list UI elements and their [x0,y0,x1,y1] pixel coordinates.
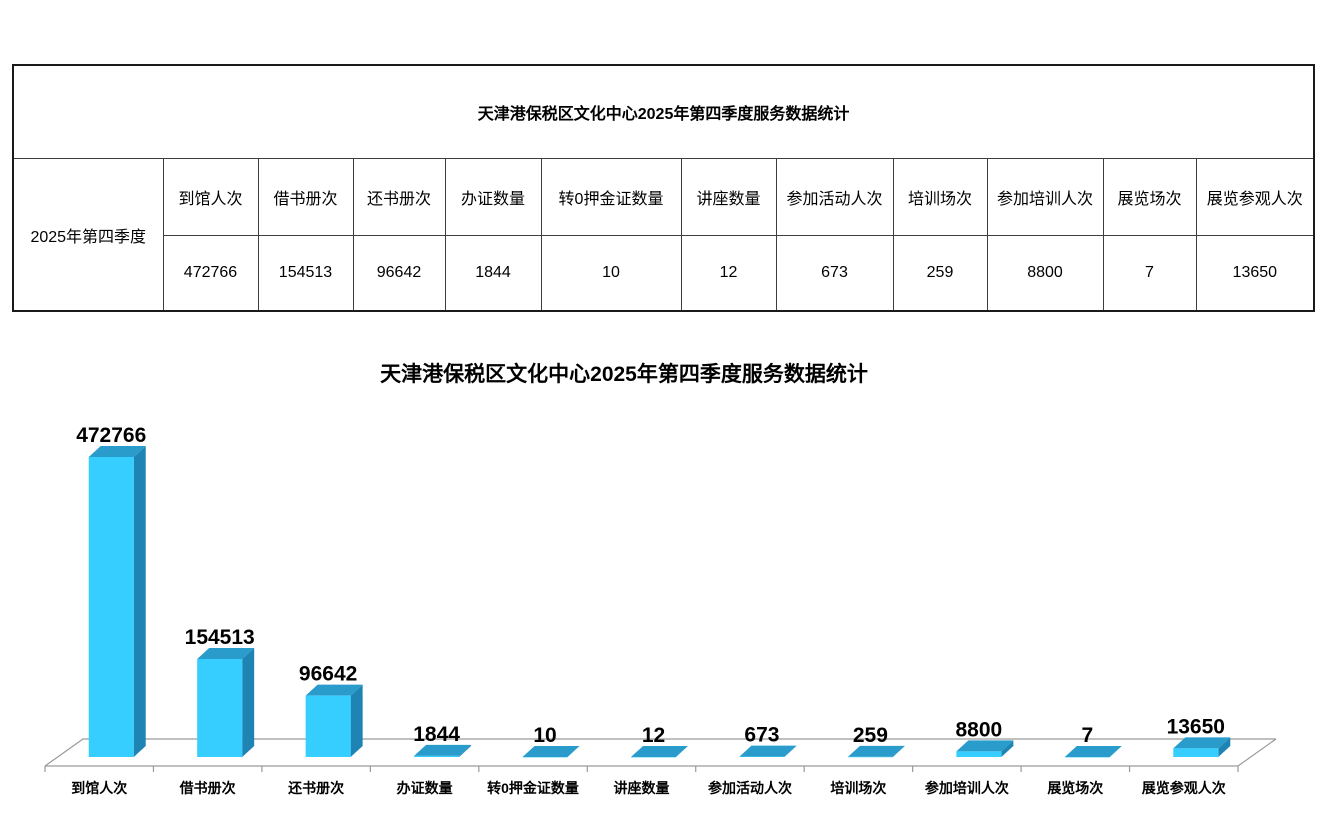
category-label: 办证数量 [397,780,453,796]
bar-value-label: 1844 [413,723,460,746]
category-label: 展览参观人次 [1142,780,1226,796]
table-value-cell: 8800 [986,235,1104,312]
bar-top-face [1173,737,1231,749]
table-header-cell: 讲座数量 [680,158,777,236]
table-header-cell: 参加培训人次 [986,158,1104,236]
bar-front-face [88,457,134,757]
table-value-cell: 10 [540,235,682,312]
bar-value-label: 12 [642,724,665,747]
bar-series-item[interactable] [847,745,905,758]
bar-value-label: 96642 [299,663,357,686]
table-value-cell: 154513 [257,235,354,312]
bar-side-face [567,745,580,757]
category-label: 展览场次 [1047,780,1103,796]
category-label: 讲座数量 [614,780,670,796]
table-value-row: 472766 154513 96642 1844 10 12 673 259 8800 7 1365… [13,235,1315,312]
bar-value-label: 13650 [1167,715,1225,738]
chart-floor [44,738,1277,767]
table-header-cell: 借书册次 [257,158,354,236]
bar-value-label: 259 [853,724,888,747]
bar-series-item[interactable] [1173,737,1231,757]
bar-series-item[interactable] [739,745,797,757]
table-title-row: 天津港保税区文化中心2025年第四季度服务数据统计 [12,64,1315,159]
bar-side-face [676,745,688,757]
table-header-cell: 参加活动人次 [775,158,894,236]
table-header-cell: 展览场次 [1102,158,1197,236]
bar-series-item[interactable] [88,446,146,757]
bar-value-label: 673 [744,724,779,747]
table-value-cell: 259 [892,235,988,312]
bar-series-item[interactable] [1064,745,1122,758]
bar-top-face [305,684,363,696]
bar-value-label: 472766 [76,424,146,447]
bar-value-label: 10 [533,724,556,747]
bar-top-face [739,745,797,757]
bar-series-item[interactable] [197,647,255,757]
bar-value-label: 154513 [185,626,255,649]
bar-side-face [892,745,905,757]
bar-side-face [784,745,797,757]
table-value-cell: 472766 [162,235,259,312]
table-header-cell: 到馆人次 [162,158,259,236]
table-header-row: 2025年第四季度 到馆人次 借书册次 还书册次 办证数量 转0押金证数量 讲座数量 参加活… [12,158,1315,312]
category-label: 到馆人次 [71,780,127,796]
table-value-cell: 13650 [1195,235,1315,312]
table-header-cell: 办证数量 [444,158,542,236]
bar-top-face [414,744,472,756]
table-title: 天津港保税区文化中心2025年第四季度服务数据统计 [12,64,1315,159]
table-header-cell: 还书册次 [352,158,446,236]
bar-top-face [88,446,146,457]
bar-front-face [956,751,1002,757]
bar-side-face [350,684,363,757]
table-header-cell: 转0押金证数量 [540,158,682,236]
bar-front-face [197,658,243,757]
bar-side-face [459,744,472,757]
bar-side-face [242,647,255,757]
bar-top-face [631,745,688,757]
bar-value-label: 8800 [956,718,1003,741]
bar-series-item[interactable] [631,745,688,758]
bar-side-face [133,446,146,757]
chart-title: 天津港保税区文化中心2025年第四季度服务数据统计 [380,362,868,386]
bar-side-face [1218,737,1231,757]
bar-series-item[interactable] [956,740,1014,757]
bar-front-face [1173,748,1219,757]
category-label: 培训场次 [830,780,886,796]
bar-series-item[interactable] [522,745,580,758]
bar-front-face [305,695,351,757]
category-label: 转0押金证数量 [487,780,579,796]
table-value-cell: 96642 [352,235,446,312]
bar-front-face [414,755,460,757]
bar-chart-3d: 天津港保税区文化中心2025年第四季度服务数据统计 472766 到馆人次 15451… [44,362,1277,796]
bar-side-face [1001,740,1014,757]
bar-top-face [522,745,580,757]
bar-top-face [956,740,1014,752]
table-value-cell: 673 [775,235,894,312]
stats-table: 天津港保税区文化中心2025年第四季度服务数据统计 2025年第四季度 到馆人次… [12,64,1316,312]
category-label: 参加活动人次 [708,780,792,796]
bar-value-label: 7 [1081,724,1093,747]
category-label: 还书册次 [287,780,344,796]
table-header-cell: 培训场次 [892,158,988,236]
table-value-cell: 12 [680,235,777,312]
table-value-cell: 7 [1102,235,1197,312]
bar-top-face [1064,745,1122,757]
bar-series-item[interactable] [414,744,472,757]
bar-top-face [197,647,255,659]
category-label: 借书册次 [179,780,236,796]
category-label: 参加培训人次 [925,780,1009,796]
axis-ticks [44,766,1239,772]
bar-top-face [847,745,905,757]
bar-side-face [1109,745,1122,757]
bar-series-item[interactable] [305,684,363,757]
table-header-cell: 展览参观人次 [1195,158,1315,236]
table-value-cell: 1844 [444,235,542,312]
table-row-label: 2025年第四季度 [12,158,164,312]
